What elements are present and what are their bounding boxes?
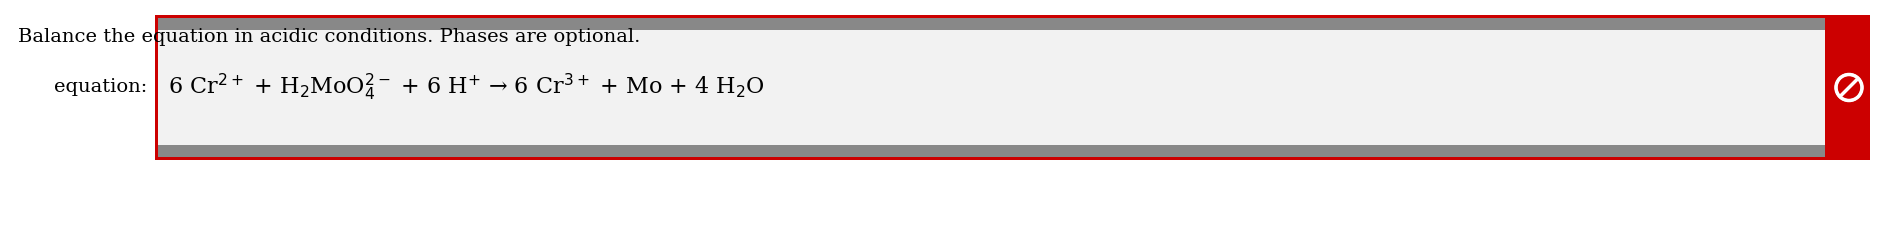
Text: 6 Cr$^{2+}$ + H$_{2}$MoO$_{4}^{2-}$ + 6 H$^{+}$ → 6 Cr$^{3+}$ + Mo + 4 H$_{2}$O: 6 Cr$^{2+}$ + H$_{2}$MoO$_{4}^{2-}$ + 6 … bbox=[167, 72, 764, 103]
Bar bbox=[158, 145, 1826, 157]
Bar bbox=[158, 30, 1826, 145]
Bar bbox=[158, 18, 1826, 30]
Bar bbox=[158, 18, 1826, 157]
Text: equation:: equation: bbox=[55, 78, 147, 96]
Bar bbox=[1827, 15, 1871, 160]
Bar bbox=[154, 15, 1871, 160]
Text: Balance the equation in acidic conditions. Phases are optional.: Balance the equation in acidic condition… bbox=[19, 28, 640, 46]
